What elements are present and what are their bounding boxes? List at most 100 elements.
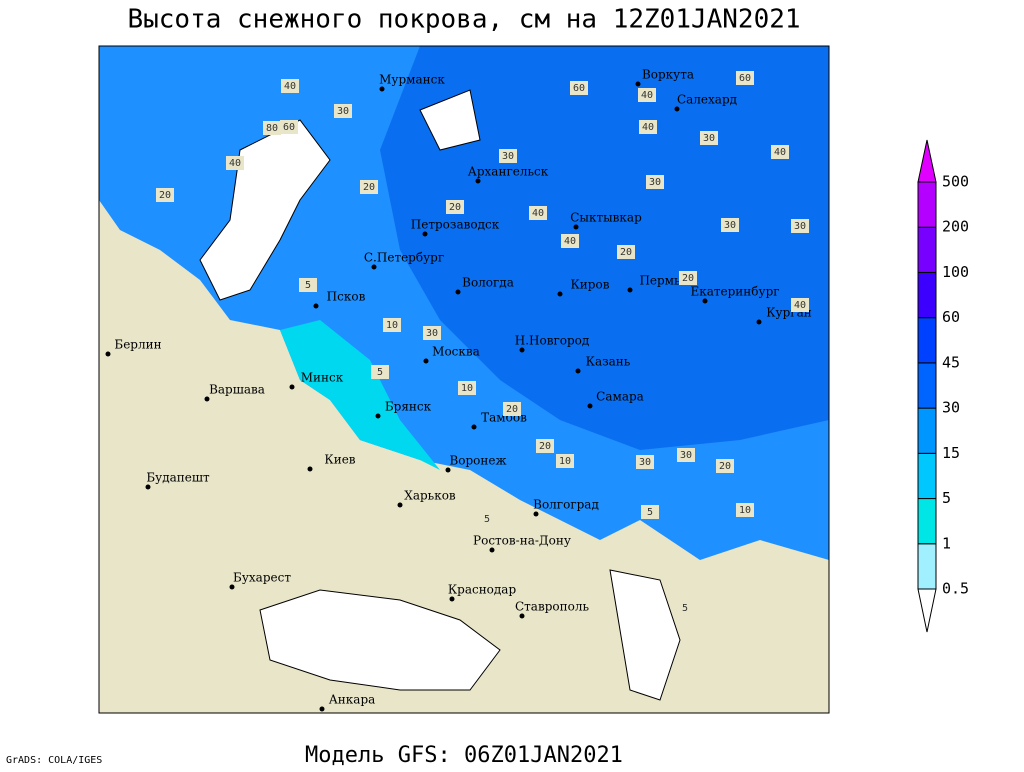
baltic-sea xyxy=(199,119,331,301)
contour-label: 20 xyxy=(506,404,518,415)
contour-label: 60 xyxy=(283,122,295,133)
contour-label: 10 xyxy=(559,456,571,467)
contour-label: 30 xyxy=(337,106,349,117)
legend-swatch xyxy=(917,181,937,228)
contour-label: 80 xyxy=(266,123,278,134)
city-dot xyxy=(229,584,235,590)
contour-label-bg xyxy=(458,381,476,395)
city-label: Волгоград xyxy=(533,498,599,512)
legend-swatch xyxy=(917,271,937,319)
contour-label: 30 xyxy=(724,220,736,231)
city-label: Псков xyxy=(327,290,366,304)
city-label: Минск xyxy=(301,371,344,385)
contour-label-bg xyxy=(556,454,574,468)
contour-label-bg xyxy=(716,459,734,473)
city-label: Краснодар xyxy=(448,583,517,597)
contour-label: 40 xyxy=(774,147,786,158)
contour-label: 5 xyxy=(484,514,490,525)
contour-label-bg xyxy=(570,81,588,95)
legend-label: 100 xyxy=(942,263,969,281)
city-label: Вологда xyxy=(462,276,514,290)
city-dot xyxy=(702,298,708,304)
contour-label: 30 xyxy=(639,457,651,468)
contour-label: 5 xyxy=(682,603,688,614)
contour-label-bg xyxy=(226,156,244,170)
white-sea xyxy=(419,89,481,151)
footer: Модель GFS: 06Z01JAN2021 xyxy=(305,743,623,768)
contour-label: 5 xyxy=(647,507,653,518)
city-dot xyxy=(307,466,313,472)
contour-label: 20 xyxy=(449,202,461,213)
contour-label: 60 xyxy=(573,83,585,94)
city-dot xyxy=(557,291,563,297)
contour-label-bg xyxy=(617,245,635,259)
city-label: Воронеж xyxy=(449,454,506,468)
city-label: Ставрополь xyxy=(515,600,589,614)
contour-label: 10 xyxy=(739,505,751,516)
credit: GrADS: COLA/IGES xyxy=(6,755,102,766)
legend-swatch xyxy=(917,498,937,545)
contour-label: 30 xyxy=(680,450,692,461)
city-label: С.Петербург xyxy=(364,251,444,265)
contour-label-bg xyxy=(700,131,718,145)
contour-label-bg xyxy=(334,104,352,118)
city-dot xyxy=(519,347,525,353)
contour-label: 20 xyxy=(159,190,171,201)
contour-label: 20 xyxy=(539,441,551,452)
contour-label: 40 xyxy=(284,81,296,92)
contour-label-bg xyxy=(156,188,174,202)
contour-label-bg xyxy=(791,298,809,312)
city-label: Харьков xyxy=(404,489,456,503)
city-dot xyxy=(519,613,525,619)
city-dot xyxy=(575,368,581,374)
map-frame xyxy=(98,45,830,714)
map xyxy=(98,45,830,714)
city-label: Будапешт xyxy=(146,471,210,485)
contour-label: 5 xyxy=(305,280,311,291)
contour-label-bg xyxy=(281,79,299,93)
city-dot xyxy=(756,319,762,325)
contour-label: 20 xyxy=(719,461,731,472)
contour-label: 30 xyxy=(703,133,715,144)
contour-label-bg xyxy=(736,71,754,85)
legend-swatch xyxy=(917,543,937,590)
city-label: Ростов-на-Дону xyxy=(473,534,571,548)
city-label: Казань xyxy=(586,355,631,369)
contour-label-bg xyxy=(423,326,441,340)
contour-label: 30 xyxy=(649,177,661,188)
city-label: Архангельск xyxy=(468,165,549,179)
contour-label-bg xyxy=(446,200,464,214)
contour-label-bg xyxy=(636,455,654,469)
city-dot xyxy=(204,396,210,402)
contour-label: 20 xyxy=(682,273,694,284)
contour-label: 40 xyxy=(641,90,653,101)
contour-label-bg xyxy=(280,120,298,134)
city-label: Москва xyxy=(432,345,480,359)
legend-label: 200 xyxy=(942,218,969,236)
contour-label-bg xyxy=(736,503,754,517)
contour-label: 40 xyxy=(642,122,654,133)
city-dot xyxy=(397,502,403,508)
city-dot xyxy=(533,511,539,517)
city-dot xyxy=(587,403,593,409)
caspian-sea xyxy=(609,569,681,701)
city-dot xyxy=(105,351,111,357)
snow-deep xyxy=(380,46,829,450)
city-label: Варшава xyxy=(209,383,265,397)
contour-label-bg xyxy=(371,365,389,379)
city-label: Анкара xyxy=(329,693,376,707)
contour-label-bg xyxy=(360,180,378,194)
contour-label-bg xyxy=(791,219,809,233)
city-dot xyxy=(489,547,495,553)
legend-max-arrow xyxy=(917,139,937,183)
city-label: Берлин xyxy=(114,338,161,352)
contour-label: 40 xyxy=(564,236,576,247)
contour-label-bg xyxy=(478,512,496,526)
city-dot xyxy=(423,358,429,364)
city-label: Киев xyxy=(324,453,355,467)
legend-label: 500 xyxy=(942,173,969,191)
legend-min-arrow xyxy=(917,588,937,633)
contour-label-bg xyxy=(299,278,317,292)
contour-label: 40 xyxy=(532,208,544,219)
